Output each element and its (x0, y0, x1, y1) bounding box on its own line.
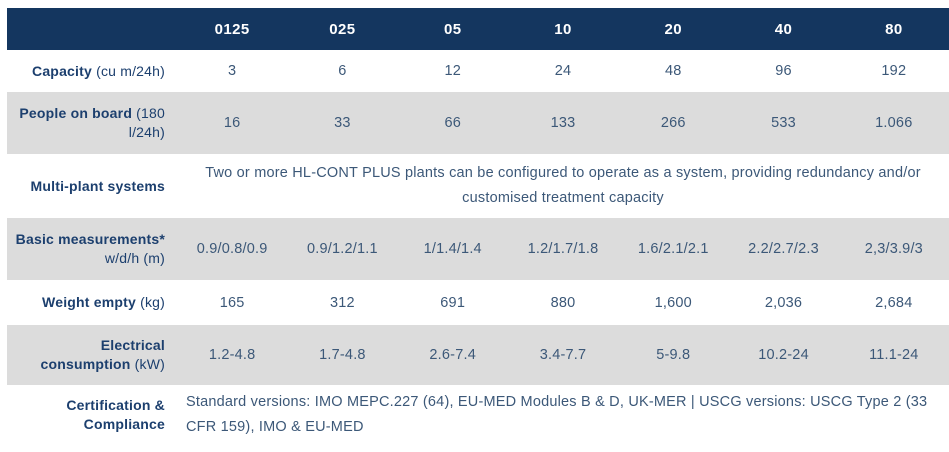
value-cell: 10.2-24 (758, 347, 809, 363)
value-cell: 2,684 (875, 294, 913, 311)
value-cell: 5-9.8 (656, 347, 691, 363)
row-label-title: Basic measurements* (15, 231, 165, 247)
table-row-weight-empty: Weight empty (kg) 165 312 691 880 1,600 2,036 2… (7, 280, 949, 325)
row-label: Weight empty (kg) (7, 293, 177, 312)
value-cell: 11.1-24 (869, 347, 919, 363)
value-cell: 1.6/2.1/2.1 (637, 241, 709, 257)
value-cell: 691 (440, 294, 466, 311)
value-cell: 192 (881, 63, 907, 79)
row-label-title: Multi-plant systems (30, 177, 165, 194)
row-label-unit: (180 l/24h) (128, 105, 165, 140)
value-cell: 2,036 (764, 294, 803, 311)
table-row-multi-plant-systems: Multi-plant systems Two or more HL-CONT P… (7, 154, 949, 218)
column-header-0125: 0125 (214, 20, 250, 38)
row-label-title: Electrical consumption (40, 337, 165, 372)
value-cell: 1.2/1.7/1.8 (527, 241, 599, 257)
row-label-title: People on board (19, 105, 133, 121)
table-row-capacity: Capacity (cu m/24h) 3 6 12 24 48 96 192 (7, 50, 949, 92)
value-cell: 880 (550, 294, 576, 311)
table-row-people-on-board: People on board (180 l/24h) 16 33 66 133 266 5… (7, 92, 949, 154)
value-cell: 66 (444, 115, 461, 131)
value-cell: 16 (223, 115, 241, 131)
value-cell: 12 (444, 63, 461, 79)
table-row-electrical-consumption: Electrical consumption (kW) 1.2-4.8 1.7-4.… (7, 325, 949, 385)
row-label-title: Capacity (32, 62, 92, 79)
row-label: Capacity (cu m/24h) (7, 62, 177, 81)
value-cell: 33 (334, 115, 351, 131)
value-cell: 312 (330, 294, 355, 311)
value-cell: 133 (550, 115, 576, 131)
value-cell: 2,3/3.9/3 (864, 241, 923, 257)
row-label: Basic measurements* w/d/h (m) (7, 230, 177, 268)
value-cell: 3 (228, 63, 237, 79)
row-label-title: Certification & Compliance (66, 396, 165, 432)
table-row-certification-compliance: Certification & Compliance Standard versi… (7, 385, 949, 444)
value-cell: 0.9/1.2/1.1 (307, 241, 378, 257)
value-cell: 165 (219, 294, 245, 311)
table-row-basic-measurements: Basic measurements* w/d/h (m) 0.9/0.8/0.9 0… (7, 218, 949, 280)
row-label-unit: w/d/h (m) (104, 250, 165, 266)
column-header-40: 40 (774, 20, 793, 38)
row-label-unit: (cu m/24h) (96, 62, 165, 79)
table-header-row: 0125 025 05 10 20 40 80 (7, 8, 949, 50)
row-label: People on board (180 l/24h) (7, 104, 177, 142)
value-cell: 1.066 (875, 115, 913, 131)
value-cell: 266 (660, 115, 686, 131)
row-label-unit: (kg) (140, 294, 165, 310)
column-header-05: 05 (443, 20, 462, 38)
value-cell: 24 (554, 63, 572, 79)
value-cell: 0.9/0.8/0.9 (196, 241, 268, 257)
row-label: Multi-plant systems (7, 177, 177, 196)
row-label-title: Weight empty (42, 294, 136, 310)
value-cell: 1/1.4/1.4 (423, 241, 482, 257)
value-cell: 3.4-7.7 (539, 347, 587, 363)
spec-table: 0125 025 05 10 20 40 80 Capacity (cu m/24h) 3 6 12… (7, 8, 949, 444)
value-cell: 48 (665, 63, 682, 79)
row-label-unit: (kW) (134, 356, 165, 372)
value-cell: 1.7-4.8 (319, 347, 366, 363)
column-header-80: 80 (885, 20, 903, 38)
column-header-025: 025 (329, 20, 356, 38)
row-span-text: Two or more HL-CONT PLUS plants can be c… (205, 165, 921, 206)
row-label: Electrical consumption (kW) (7, 336, 177, 374)
value-cell: 2.6-7.4 (429, 347, 476, 363)
value-cell: 2.2/2.7/2.3 (748, 241, 819, 257)
value-cell: 533 (771, 115, 796, 131)
column-header-10: 10 (554, 20, 572, 38)
column-header-20: 20 (664, 20, 683, 38)
value-cell: 6 (338, 63, 347, 79)
value-cell: 1.2-4.8 (208, 347, 256, 363)
row-span-text: Standard versions: IMO MEPC.227 (64), EU… (186, 393, 928, 435)
value-cell: 1,600 (654, 294, 692, 311)
value-cell: 96 (775, 63, 792, 79)
row-label: Certification & Compliance (7, 396, 177, 434)
